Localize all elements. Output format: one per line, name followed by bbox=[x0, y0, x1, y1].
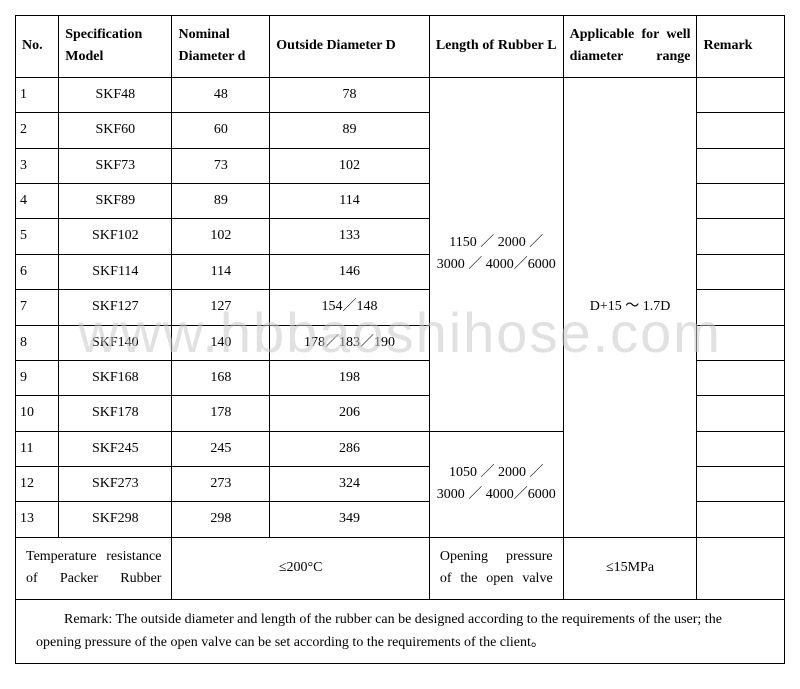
table-row: 1 SKF48 48 78 1150 ／ 2000 ／ 3000 ／ 4000／… bbox=[16, 77, 785, 112]
cell-rem bbox=[697, 431, 785, 466]
header-rem: Remark bbox=[697, 16, 785, 78]
footer-row: Temperature resistance of Packer Rubber … bbox=[16, 537, 785, 599]
header-app: Applicable for well diameter range bbox=[563, 16, 697, 78]
cell-nom: 298 bbox=[172, 502, 270, 537]
cell-no: 4 bbox=[16, 183, 59, 218]
cell-rem bbox=[697, 113, 785, 148]
cell-len2: 1050 ／ 2000 ／ 3000 ／ 4000／6000 bbox=[429, 431, 563, 537]
cell-out: 114 bbox=[270, 183, 430, 218]
cell-no: 10 bbox=[16, 396, 59, 431]
cell-no: 1 bbox=[16, 77, 59, 112]
temp-value: ≤200°C bbox=[172, 537, 429, 599]
specification-table: No. Specification Model Nominal Diameter… bbox=[15, 15, 785, 664]
cell-spec: SKF168 bbox=[59, 360, 172, 395]
cell-spec: SKF102 bbox=[59, 219, 172, 254]
cell-nom: 245 bbox=[172, 431, 270, 466]
cell-spec: SKF140 bbox=[59, 325, 172, 360]
cell-no: 8 bbox=[16, 325, 59, 360]
header-nom: Nominal Diameter d bbox=[172, 16, 270, 78]
cell-nom: 89 bbox=[172, 183, 270, 218]
cell-nom: 60 bbox=[172, 113, 270, 148]
remark-text: Remark: The outside diameter and length … bbox=[16, 599, 785, 664]
cell-rem bbox=[697, 219, 785, 254]
cell-out: 89 bbox=[270, 113, 430, 148]
header-out: Outside Diameter D bbox=[270, 16, 430, 78]
cell-spec: SKF73 bbox=[59, 148, 172, 183]
cell-out: 178／183／190 bbox=[270, 325, 430, 360]
cell-spec: SKF273 bbox=[59, 467, 172, 502]
cell-rem bbox=[697, 77, 785, 112]
cell-rem bbox=[697, 360, 785, 395]
cell-out: 146 bbox=[270, 254, 430, 289]
cell-spec: SKF298 bbox=[59, 502, 172, 537]
cell-nom: 73 bbox=[172, 148, 270, 183]
cell-len1: 1150 ／ 2000 ／ 3000 ／ 4000／6000 bbox=[429, 77, 563, 431]
header-spec: Specification Model bbox=[59, 16, 172, 78]
cell-rem bbox=[697, 325, 785, 360]
cell-out: 198 bbox=[270, 360, 430, 395]
remark-row: Remark: The outside diameter and length … bbox=[16, 599, 785, 664]
cell-out: 133 bbox=[270, 219, 430, 254]
cell-rem bbox=[697, 290, 785, 325]
cell-nom: 102 bbox=[172, 219, 270, 254]
cell-spec: SKF245 bbox=[59, 431, 172, 466]
cell-out: 286 bbox=[270, 431, 430, 466]
cell-nom: 127 bbox=[172, 290, 270, 325]
cell-rem bbox=[697, 467, 785, 502]
cell-app: D+15 ～ 1.7D bbox=[563, 77, 697, 537]
cell-nom: 48 bbox=[172, 77, 270, 112]
cell-no: 5 bbox=[16, 219, 59, 254]
cell-nom: 273 bbox=[172, 467, 270, 502]
header-len: Length of Rubber L bbox=[429, 16, 563, 78]
header-row: No. Specification Model Nominal Diameter… bbox=[16, 16, 785, 78]
footer-rem bbox=[697, 537, 785, 599]
cell-rem bbox=[697, 148, 785, 183]
cell-nom: 114 bbox=[172, 254, 270, 289]
cell-out: 206 bbox=[270, 396, 430, 431]
cell-no: 6 bbox=[16, 254, 59, 289]
open-label: Opening pressure of the open valve bbox=[429, 537, 563, 599]
cell-no: 3 bbox=[16, 148, 59, 183]
cell-no: 12 bbox=[16, 467, 59, 502]
cell-nom: 178 bbox=[172, 396, 270, 431]
cell-no: 7 bbox=[16, 290, 59, 325]
cell-spec: SKF60 bbox=[59, 113, 172, 148]
open-value: ≤15MPa bbox=[563, 537, 697, 599]
cell-no: 2 bbox=[16, 113, 59, 148]
cell-rem bbox=[697, 183, 785, 218]
cell-spec: SKF178 bbox=[59, 396, 172, 431]
cell-out: 324 bbox=[270, 467, 430, 502]
cell-spec: SKF89 bbox=[59, 183, 172, 218]
cell-out: 154／148 bbox=[270, 290, 430, 325]
cell-no: 11 bbox=[16, 431, 59, 466]
header-no: No. bbox=[16, 16, 59, 78]
cell-spec: SKF127 bbox=[59, 290, 172, 325]
cell-no: 13 bbox=[16, 502, 59, 537]
cell-spec: SKF48 bbox=[59, 77, 172, 112]
cell-nom: 140 bbox=[172, 325, 270, 360]
cell-rem bbox=[697, 254, 785, 289]
cell-out: 349 bbox=[270, 502, 430, 537]
cell-out: 102 bbox=[270, 148, 430, 183]
cell-out: 78 bbox=[270, 77, 430, 112]
temp-label: Temperature resistance of Packer Rubber bbox=[16, 537, 172, 599]
cell-spec: SKF114 bbox=[59, 254, 172, 289]
cell-rem bbox=[697, 396, 785, 431]
cell-no: 9 bbox=[16, 360, 59, 395]
cell-rem bbox=[697, 502, 785, 537]
cell-nom: 168 bbox=[172, 360, 270, 395]
